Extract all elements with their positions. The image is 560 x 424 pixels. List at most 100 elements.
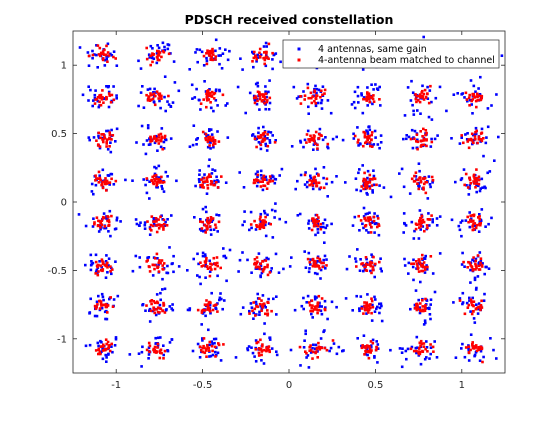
data-point (157, 139, 160, 142)
data-point (186, 308, 190, 312)
data-point (475, 303, 478, 306)
data-point (95, 44, 98, 47)
data-point (410, 128, 414, 132)
data-point (423, 257, 427, 260)
data-point (364, 345, 368, 348)
data-point (304, 350, 307, 353)
data-point (255, 256, 259, 259)
data-point (420, 139, 424, 143)
data-point (311, 316, 314, 319)
data-point (256, 53, 259, 57)
data-point (366, 95, 370, 99)
data-point (99, 221, 102, 225)
data-point (188, 145, 192, 148)
data-point (212, 53, 215, 56)
data-point (259, 169, 263, 173)
data-point (363, 184, 367, 187)
data-point (205, 92, 208, 96)
data-point (466, 132, 469, 135)
data-point (104, 53, 108, 57)
data-point (468, 93, 471, 97)
data-point (217, 214, 221, 217)
data-point (205, 219, 209, 223)
data-point (208, 259, 211, 263)
data-point (468, 211, 471, 214)
data-point (264, 41, 268, 45)
data-point (171, 303, 174, 306)
data-point (362, 269, 365, 273)
data-point (218, 89, 221, 93)
data-point (97, 131, 100, 135)
data-point (262, 132, 266, 135)
data-point (87, 136, 91, 139)
data-point (141, 85, 144, 88)
data-point (355, 265, 358, 268)
data-point (500, 54, 504, 57)
data-point (109, 141, 112, 144)
data-point (110, 342, 113, 346)
data-point (260, 299, 263, 302)
data-point (475, 182, 479, 185)
data-point (99, 227, 102, 231)
data-point (354, 260, 358, 263)
data-point (155, 351, 158, 354)
data-point (212, 304, 216, 307)
data-point (465, 184, 468, 187)
data-point (417, 162, 421, 165)
data-point (482, 137, 485, 140)
data-point (356, 141, 360, 144)
data-point (423, 229, 426, 233)
data-point (101, 168, 105, 172)
data-point (223, 299, 226, 302)
data-point (210, 344, 214, 348)
data-point (102, 57, 105, 60)
data-point (171, 308, 175, 312)
data-point (160, 184, 163, 188)
data-point (140, 365, 143, 368)
data-point (261, 306, 264, 309)
data-point (474, 90, 477, 93)
data-point (344, 297, 348, 300)
data-point (479, 98, 483, 101)
data-point (272, 175, 275, 178)
data-point (458, 299, 462, 302)
data-point (96, 224, 100, 227)
data-point (364, 256, 368, 259)
data-point (105, 179, 109, 183)
data-point (367, 307, 370, 310)
data-point (435, 356, 439, 359)
data-point (195, 143, 198, 146)
data-point (208, 135, 212, 139)
data-point (109, 101, 113, 104)
data-point (140, 124, 144, 128)
data-point (365, 346, 368, 350)
data-point (153, 103, 157, 107)
data-point (216, 351, 220, 355)
data-point (259, 274, 262, 277)
data-point (169, 105, 172, 108)
data-point (314, 84, 317, 88)
data-point (438, 215, 442, 218)
data-point (420, 257, 424, 261)
data-point (273, 216, 276, 219)
data-point (197, 262, 200, 266)
data-point (422, 220, 426, 224)
data-point (101, 50, 105, 53)
data-point (326, 317, 329, 321)
data-point (364, 178, 367, 181)
data-point (480, 208, 484, 211)
data-point (251, 50, 254, 54)
data-point (425, 299, 429, 302)
data-point (421, 89, 424, 93)
data-point (210, 106, 213, 110)
data-point (415, 351, 418, 355)
data-point (188, 68, 191, 71)
data-point (259, 174, 263, 177)
data-point (194, 51, 197, 54)
data-point (105, 217, 108, 220)
data-point (196, 252, 199, 256)
data-point (450, 137, 453, 140)
data-point (147, 96, 150, 100)
data-point (107, 90, 111, 94)
data-point (430, 175, 434, 179)
